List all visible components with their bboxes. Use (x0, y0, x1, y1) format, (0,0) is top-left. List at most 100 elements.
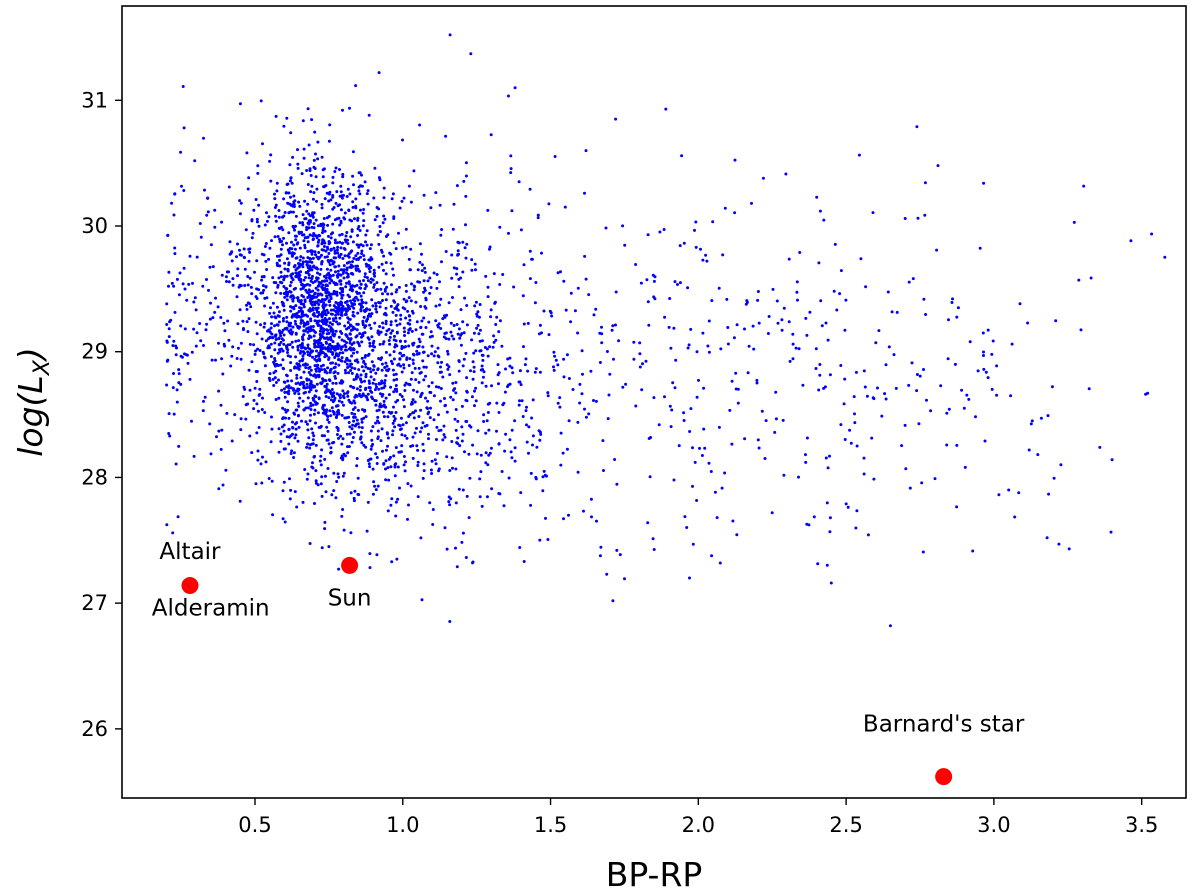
data-point-2654 (264, 285, 268, 289)
data-point-939 (326, 311, 330, 315)
data-point-3221 (533, 370, 537, 374)
data-point-2064 (442, 433, 446, 437)
data-point-2800 (556, 271, 560, 275)
data-point-2685 (185, 353, 189, 357)
data-point-617 (363, 287, 367, 291)
data-point-188 (346, 321, 350, 324)
data-point-3216 (703, 446, 707, 450)
data-point-1442 (323, 368, 327, 371)
data-point-2240 (369, 457, 373, 461)
data-point-609 (317, 310, 320, 314)
data-point-1350 (351, 314, 355, 317)
data-point-2440 (316, 292, 320, 296)
data-point-3192 (583, 254, 587, 258)
data-point-3402 (855, 444, 859, 448)
data-point-2775 (442, 424, 446, 428)
data-point-1826 (386, 292, 390, 296)
data-point-3029 (544, 516, 547, 520)
data-point-383 (356, 234, 360, 237)
data-point-1862 (327, 199, 331, 203)
data-point-2197 (460, 332, 464, 336)
data-point-1082 (339, 190, 343, 194)
data-point-1725 (318, 255, 322, 259)
data-point-1704 (363, 355, 367, 359)
data-point-1310 (306, 249, 310, 253)
data-point-1894 (375, 462, 379, 465)
data-point-1911 (250, 451, 254, 455)
data-point-2792 (531, 434, 535, 438)
data-point-1750 (340, 294, 344, 297)
data-point-1549 (327, 420, 331, 424)
data-point-2096 (274, 398, 278, 401)
data-point-2099 (419, 536, 423, 540)
data-point-225 (371, 381, 375, 385)
data-point-2478 (219, 316, 223, 319)
data-point-235 (338, 396, 342, 400)
data-point-757 (308, 542, 312, 545)
data-point-2113 (380, 379, 384, 383)
data-point-1374 (309, 368, 313, 372)
data-point-3473 (805, 333, 809, 337)
data-point-417 (336, 269, 340, 273)
data-point-2254 (402, 455, 406, 458)
data-point-1458 (320, 326, 324, 330)
data-point-1317 (284, 191, 288, 195)
data-point-1114 (306, 256, 310, 260)
data-point-2004 (426, 354, 430, 358)
data-point-2186 (369, 429, 373, 433)
data-point-3053 (481, 368, 485, 371)
data-point-1360 (327, 240, 331, 243)
data-point-2561 (170, 281, 174, 285)
data-point-2960 (478, 495, 482, 499)
data-point-1931 (404, 460, 407, 464)
data-point-968 (329, 268, 333, 272)
data-point-2717 (378, 301, 382, 305)
data-point-3224 (863, 385, 867, 389)
data-point-1713 (388, 335, 392, 339)
data-point-3199 (828, 454, 831, 458)
data-point-2984 (464, 161, 468, 165)
data-point-443 (306, 107, 310, 111)
data-point-3115 (663, 315, 667, 319)
data-point-2598 (180, 184, 183, 188)
data-point-2966 (618, 553, 622, 557)
data-point-247 (282, 423, 286, 427)
data-point-1471 (377, 265, 381, 269)
data-point-2079 (461, 270, 465, 274)
data-point-2636 (262, 275, 266, 278)
data-point-3262 (734, 387, 738, 391)
data-point-3269 (743, 437, 747, 441)
data-point-2471 (191, 281, 194, 285)
data-point-1262 (346, 293, 350, 297)
data-point-3104 (832, 289, 836, 293)
data-point-1765 (382, 196, 386, 200)
data-point-743 (314, 481, 318, 485)
data-point-1577 (462, 357, 466, 361)
data-point-2225 (372, 283, 376, 287)
data-point-804 (289, 210, 293, 214)
data-point-3445 (489, 133, 493, 137)
data-point-1576 (360, 356, 364, 360)
data-point-2284 (346, 242, 350, 246)
data-point-462 (297, 404, 301, 408)
data-point-1835 (465, 304, 469, 307)
data-point-2075 (347, 317, 351, 321)
data-point-690 (280, 337, 284, 341)
data-point-2925 (461, 240, 465, 244)
data-point-2509 (172, 339, 176, 343)
data-point-813 (351, 423, 355, 427)
data-point-1874 (391, 433, 394, 437)
data-point-2657 (231, 283, 235, 287)
data-point-1824 (488, 451, 492, 455)
data-point-2536 (248, 247, 252, 251)
data-point-1239 (308, 328, 312, 332)
data-point-3335 (610, 328, 614, 332)
data-point-2427 (171, 531, 175, 535)
data-point-2577 (181, 282, 185, 286)
data-point-1373 (287, 191, 291, 195)
data-point-2860 (318, 352, 322, 356)
data-point-1699 (391, 329, 394, 333)
data-point-2105 (352, 302, 356, 306)
data-point-2913 (454, 546, 457, 550)
data-point-598 (296, 162, 300, 166)
